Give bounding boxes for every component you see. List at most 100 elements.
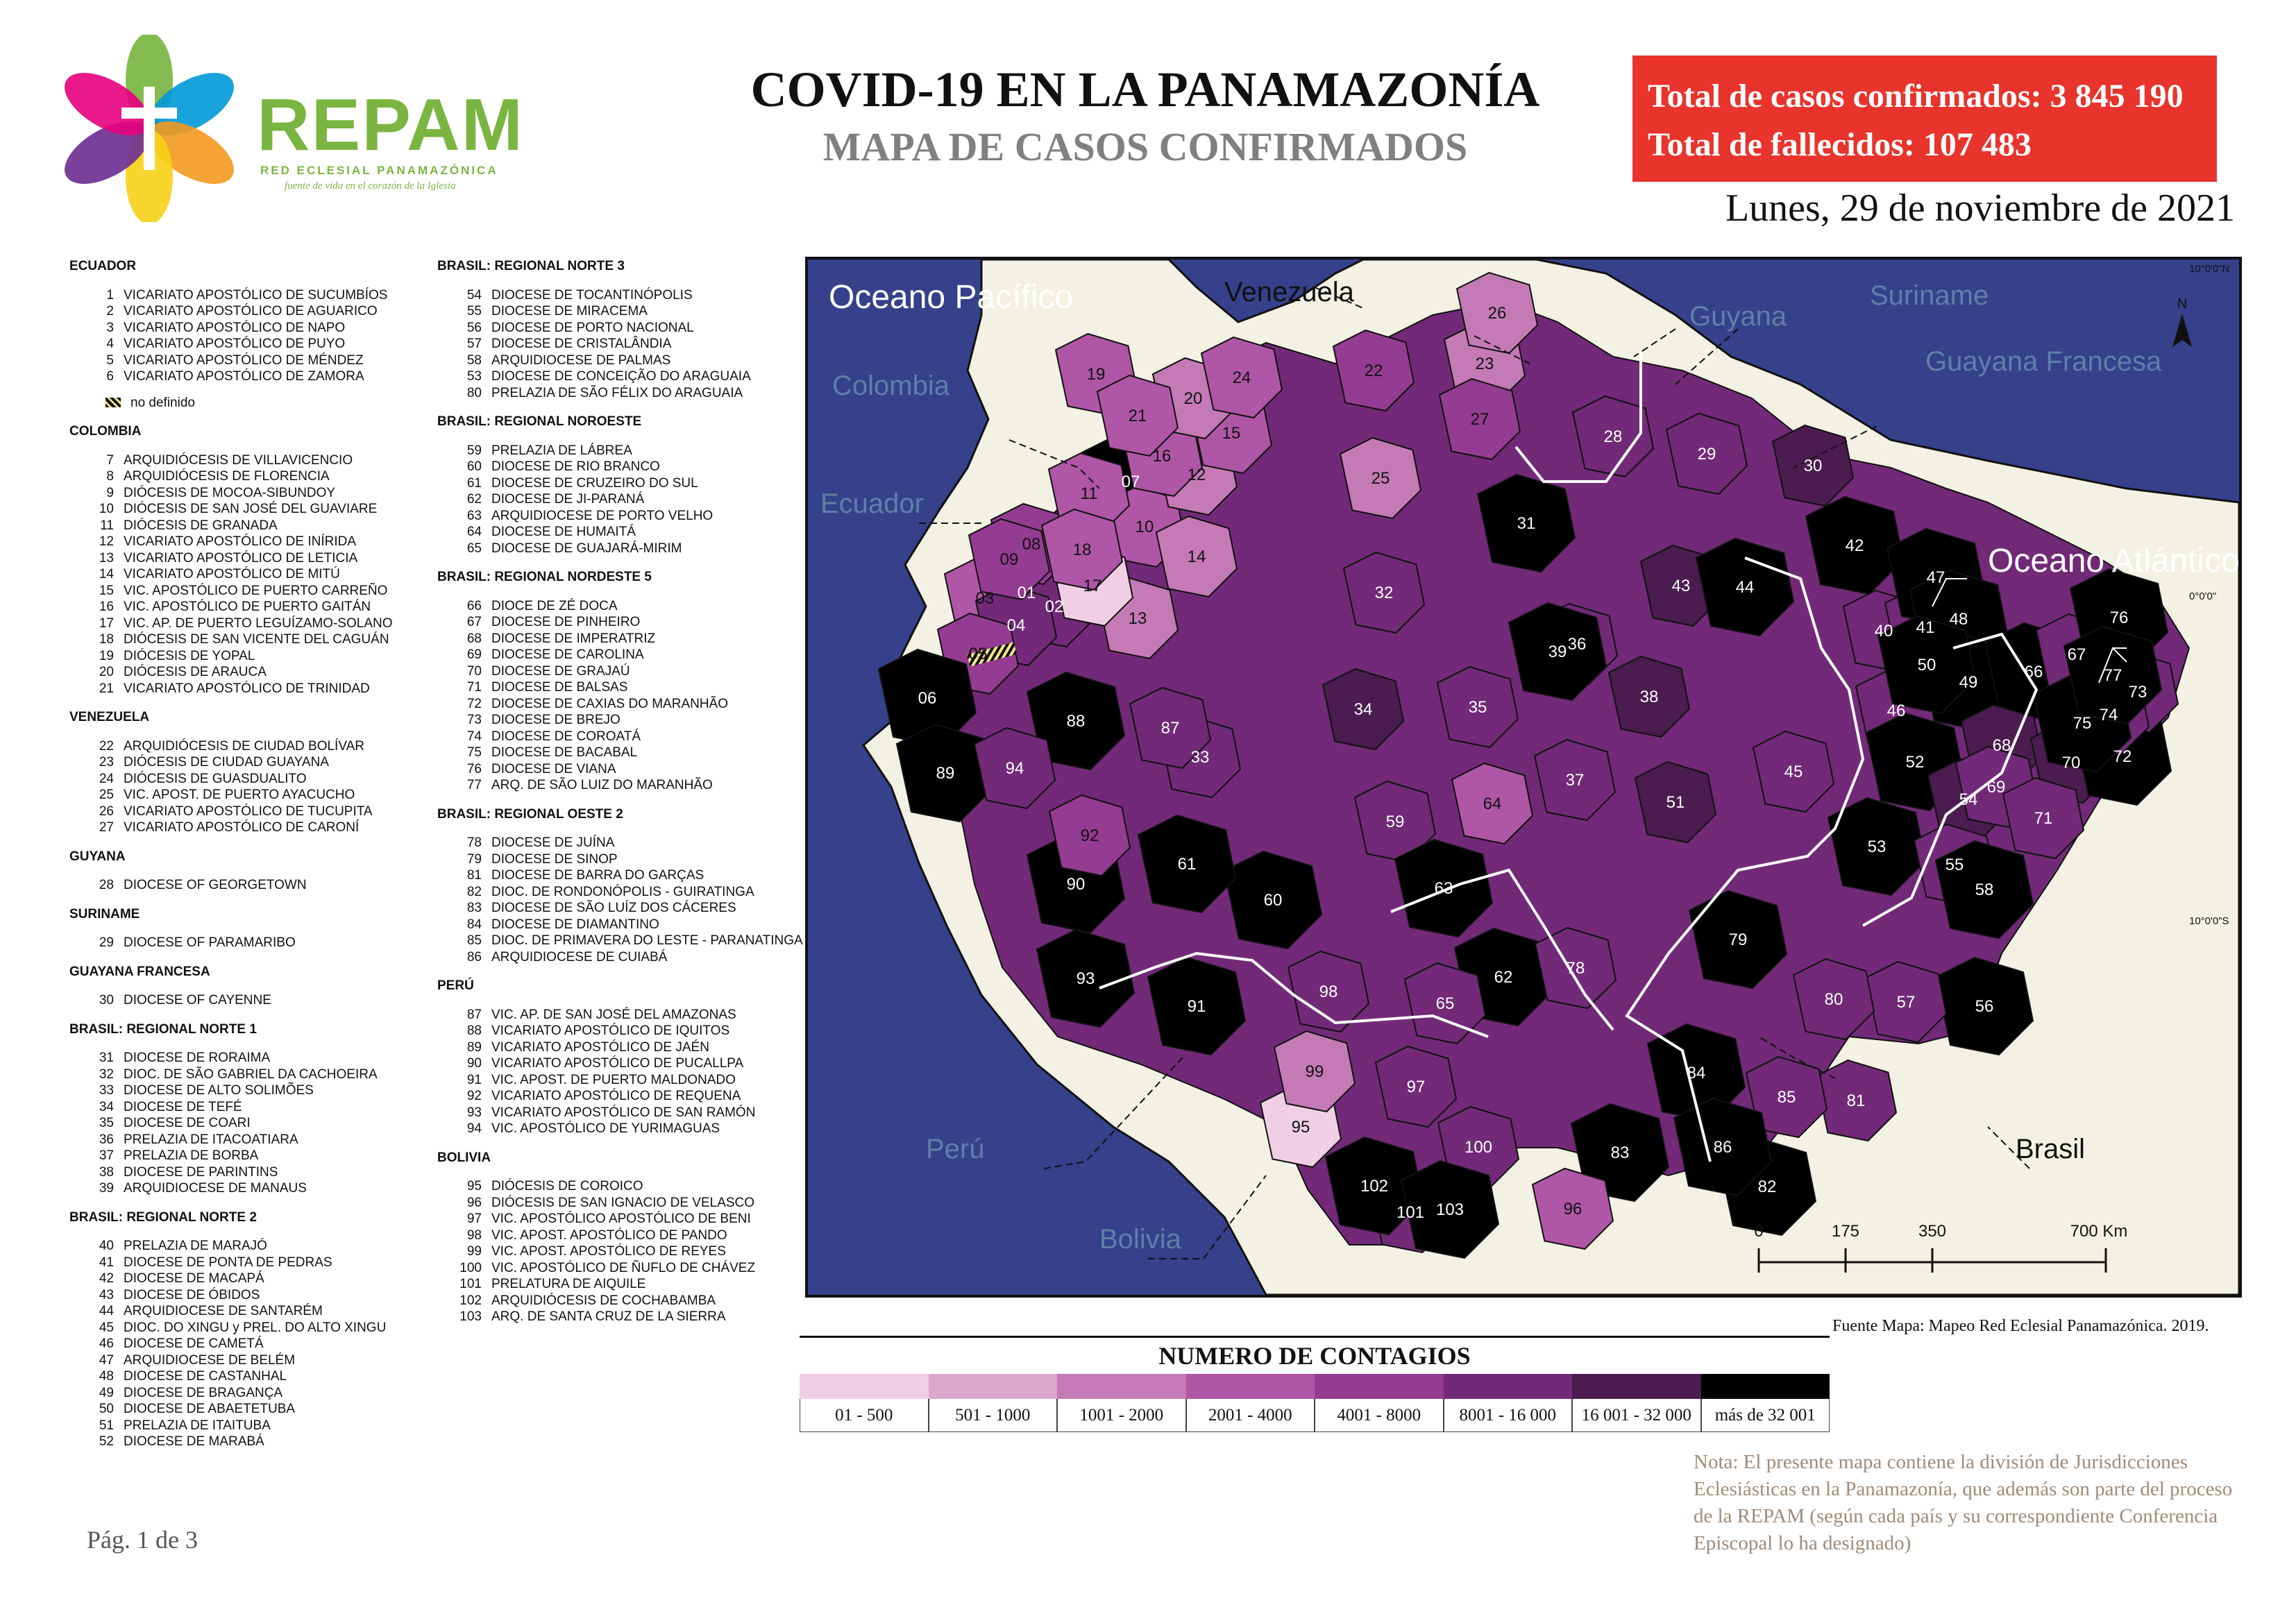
legend-item: 51 PRELAZIA DE ITAITUBA <box>69 1418 416 1434</box>
legend-item-name: DIÓCESIS DE MOCOA-SIBUNDOY <box>124 485 336 500</box>
region-label-24: 24 <box>1233 368 1251 387</box>
region-label-61: 61 <box>1178 855 1197 874</box>
region-label-101: 101 <box>1396 1203 1424 1222</box>
region-45 <box>1752 730 1835 813</box>
legend-item: 57 DIOCESE DE CRISTALÂNDIA <box>437 336 798 352</box>
legend-item-number: 66 <box>466 598 482 613</box>
legend-item: 10 DIÓCESIS DE SAN JOSÉ DEL GUAVIARE <box>69 501 416 518</box>
legend-item-number: 12 <box>99 534 114 549</box>
legend-item-number: 50 <box>99 1402 114 1416</box>
legend-item: 80 PRELAZIA DE SÃO FÉLIX DO ARAGUAIA <box>437 385 798 402</box>
legend-item-number: 69 <box>466 647 482 662</box>
legend-section-title: BRASIL: REGIONAL OESTE 2 <box>437 806 623 822</box>
region-35 <box>1436 665 1519 749</box>
regional-boundary <box>1625 556 1865 1162</box>
legend-item-number: 95 <box>466 1179 482 1193</box>
legend-item-name: VICARIATO APOSTÓLICO DE REQUENA <box>491 1089 741 1103</box>
legend-item-name: VICARIATO APOSTÓLICO DE PUYO <box>124 337 346 351</box>
legend-item-name: DIOCESE DE CRUZEIRO DO SUL <box>491 475 698 491</box>
legend-item-name: ARQUIDIÓCESIS DE CIUDAD BOLÍVAR <box>124 738 364 754</box>
region-06 <box>877 648 977 748</box>
legend-item: 83 DIOCESE DE SÃO LUÍZ DOS CÁCERES <box>437 900 798 917</box>
legend-item-number: 82 <box>466 884 482 899</box>
region-label-04: 04 <box>1007 616 1026 635</box>
legend-item-number: 64 <box>466 525 482 539</box>
legend-item-name: DIÓCESIS DE GUASDUALITO <box>124 771 307 786</box>
region-label-59: 59 <box>1386 813 1405 831</box>
legend-item-number: 5 <box>106 352 114 368</box>
region-label-26: 26 <box>1488 304 1507 323</box>
label-colombia: Colombia <box>832 371 950 401</box>
legend-item: 17 VIC. AP. DE PUERTO LEGUÍZAMO-SOLANO <box>69 615 416 632</box>
region-label-40: 40 <box>1875 622 1893 640</box>
note-text: Nota: El presente mapa contiene la divis… <box>1694 1451 2233 1554</box>
legend-item-name: DIOCESE DE VIANA <box>491 761 616 776</box>
legend-item-number: 103 <box>459 1309 482 1324</box>
region-label-87: 87 <box>1161 719 1180 738</box>
legend-item-name: DIOCESE DE TOCANTINÓPOLIS <box>491 287 693 303</box>
legend-item: 1 VICARIATO APOSTÓLICO DE SUCUMBÍOS <box>69 287 416 304</box>
legend-item: 75 DIOCESE DE BACABAL <box>437 745 798 761</box>
legend-item-name: PRELAZIA DE ITACOATIARA <box>124 1132 298 1147</box>
legend-item: 5 VICARIATO APOSTÓLICO DE MÉNDEZ <box>69 352 416 369</box>
scale-label: 01 - 500 <box>800 1399 929 1432</box>
legend-item-name: PRELAZIA DE LÁBREA <box>491 443 632 458</box>
legend-item-name: DIOCESE DE PARINTINS <box>124 1164 278 1180</box>
legend-item-number: 18 <box>99 632 114 647</box>
region-label-66: 66 <box>2025 663 2043 681</box>
region-label-44: 44 <box>1736 578 1755 597</box>
legend-item-number: 38 <box>99 1164 114 1180</box>
region-label-05: 05 <box>969 645 988 663</box>
legend-item: 74 DIOCESE DE COROATÁ <box>437 729 798 745</box>
legend-item-name: DIOCESE DE HUMAITÁ <box>491 525 636 539</box>
legend-item: 22 ARQUIDIÓCESIS DE CIUDAD BOLÍVAR <box>69 738 416 755</box>
logo-flower-icon <box>65 35 234 222</box>
legend-item-number: 97 <box>466 1212 482 1226</box>
legend-item: 89 VICARIATO APOSTÓLICO DE JAÉN <box>437 1039 798 1056</box>
legend-item-number: 83 <box>466 901 482 915</box>
legend-item: 54 DIOCESE DE TOCANTINÓPOLIS <box>437 287 798 304</box>
region-label-78: 78 <box>1567 959 1585 978</box>
legend-item: 44 ARQUIDIOCESE DE SANTARÉM <box>69 1303 416 1320</box>
region-label-52: 52 <box>1906 753 1925 772</box>
region-label-89: 89 <box>936 764 955 783</box>
legend-item-name: DIOCESE DE BRAGANÇA <box>124 1385 283 1400</box>
region-label-67: 67 <box>2068 645 2086 664</box>
color-scale-legend: NUMERO DE CONTAGIOS 01 - 500 501 - 1000 10… <box>800 1336 1830 1432</box>
legend-item-name: ARQ. DE SÃO LUIZ DO MARANHÃO <box>491 778 713 792</box>
legend-item-number: 32 <box>99 1067 114 1082</box>
region-label-86: 86 <box>1714 1138 1732 1157</box>
legend-item-name: VIC. AP. DE SAN JOSÉ DEL AMAZONAS <box>491 1007 736 1022</box>
region-label-14: 14 <box>1188 547 1206 566</box>
legend-item-number: 15 <box>99 583 114 598</box>
regional-boundary <box>1862 632 2038 927</box>
region-label-68: 68 <box>1993 736 2011 755</box>
legend-item-number: 94 <box>466 1121 482 1136</box>
legend-item-name: PRELAZIA DE ITAITUBA <box>124 1418 271 1433</box>
legend-item-name: DIOCESE DE GRAJAÚ <box>491 663 630 679</box>
legend-item: 78 DIOCESE DE JUÍNA <box>437 835 798 851</box>
legend-item-number: 27 <box>99 820 114 835</box>
legend-item-number: 90 <box>466 1056 482 1071</box>
legend-item: 47 ARQUIDIOCESE DE BELÉM <box>69 1352 416 1369</box>
region-label-25: 25 <box>1371 469 1390 488</box>
legend-item-name: DIOCESE DE BARRA DO GARÇAS <box>491 868 704 883</box>
legend-item: 90 VICARIATO APOSTÓLICO DE PUCALLPA <box>437 1055 798 1072</box>
legend-item: 30 DIOCESE OF CAYENNE <box>69 992 416 1009</box>
legend-item: 20 DIÓCESIS DE ARAUCA <box>69 664 416 681</box>
legend-item: 61 DIOCESE DE CRUZEIRO DO SUL <box>437 475 798 492</box>
legend-item-name: DIOCESE OF GEORGETOWN <box>124 878 307 892</box>
scale-label-0: 0 <box>1754 1222 1763 1241</box>
region-label-37: 37 <box>1566 771 1585 790</box>
undefined-zone <box>966 642 1018 667</box>
region-label-47: 47 <box>1927 568 1945 587</box>
legend-item-number: 51 <box>99 1418 114 1433</box>
legend-item-number: 52 <box>99 1434 114 1449</box>
legend-column-right: BRASIL: REGIONAL NORTE 3 54 DIOCESE DE TOC… <box>437 258 803 1325</box>
region-label-75: 75 <box>2073 714 2092 733</box>
region-label-45: 45 <box>1784 763 1803 781</box>
region-label-88: 88 <box>1067 712 1086 731</box>
legend-item-name: DIOCESE DE JI-PARANÁ <box>491 492 645 507</box>
legend-item-name: PRELAZIA DE MARAJÓ <box>124 1239 267 1253</box>
callout-lines-white <box>1932 578 2127 683</box>
